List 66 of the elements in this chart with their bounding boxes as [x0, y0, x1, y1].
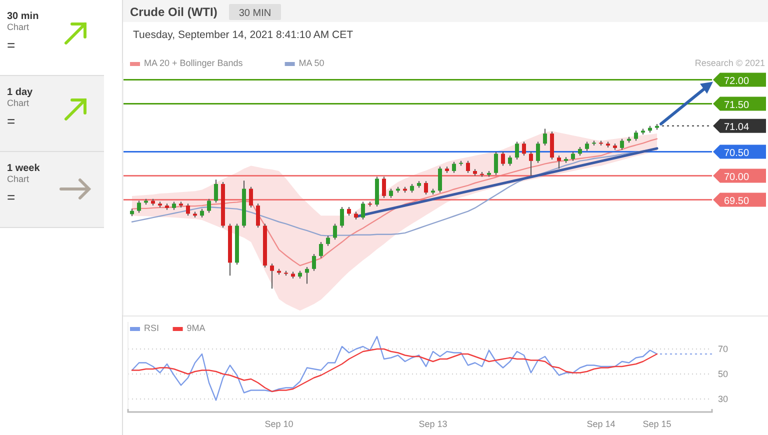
- text: 30 MIN: [238, 8, 272, 19]
- x-tick-label: Sep 15: [642, 419, 672, 429]
- candlestick: [494, 151, 498, 176]
- candlestick: [557, 155, 561, 170]
- legend-label: MA 20 + Bollinger Bands: [144, 58, 244, 68]
- candlestick: [312, 254, 316, 272]
- candlestick: [319, 242, 323, 258]
- y-tick-label: 50: [718, 369, 728, 379]
- text: Research © 2021: [694, 58, 765, 68]
- candlestick: [186, 203, 190, 216]
- text: =: [7, 189, 16, 205]
- candlestick: [522, 141, 526, 156]
- candlestick: [424, 180, 428, 196]
- candlestick: [361, 201, 365, 220]
- legend-label: RSI: [144, 323, 160, 333]
- candlestick: [501, 151, 505, 166]
- y-tick-label: 71.04: [724, 122, 750, 133]
- candlestick: [333, 223, 337, 240]
- candlestick: [543, 128, 547, 146]
- line-series: [131, 336, 658, 401]
- text: 1 week: [7, 163, 40, 174]
- text: Chart: [7, 174, 30, 184]
- text: 30 min: [7, 11, 39, 22]
- candlestick: [529, 151, 533, 176]
- candlestick: [389, 188, 393, 198]
- text: =: [7, 113, 16, 129]
- y-tick-label: 69.50: [724, 196, 750, 207]
- x-tick-label: Sep 10: [264, 419, 294, 429]
- text: Chart: [7, 22, 30, 32]
- candlestick: [326, 235, 330, 246]
- candlestick: [550, 131, 554, 160]
- y-tick-label: 72.00: [724, 76, 750, 87]
- candlestick: [515, 141, 519, 160]
- candlestick: [214, 179, 218, 204]
- legend-label: MA 50: [298, 58, 324, 68]
- candlestick: [571, 151, 575, 162]
- candlestick: [620, 138, 624, 150]
- y-tick-label: 70: [718, 344, 728, 354]
- y-tick-label: 71.50: [724, 100, 750, 111]
- candlestick: [249, 186, 253, 208]
- candlestick: [634, 130, 638, 142]
- text: 1 day: [7, 87, 34, 98]
- y-tick-label: 70.50: [724, 148, 750, 159]
- candlestick: [536, 141, 540, 164]
- chart-subtitle: Tuesday, September 14, 2021 8:41:10 AM CET: [133, 29, 354, 41]
- candlestick: [270, 263, 274, 290]
- candlestick: [382, 176, 386, 198]
- text: Chart: [7, 98, 30, 108]
- legend-label: 9MA: [186, 323, 206, 333]
- chart-title: Crude Oil (WTI): [130, 5, 218, 19]
- candlestick: [508, 155, 512, 166]
- x-tick-label: Sep 13: [418, 419, 448, 429]
- y-tick-label: 30: [718, 394, 728, 404]
- line-series: [131, 348, 658, 392]
- candlestick: [438, 166, 442, 194]
- y-tick-label: 70.00: [724, 172, 750, 183]
- x-tick-label: Sep 14: [586, 419, 616, 429]
- candlestick: [256, 203, 260, 228]
- candlestick: [207, 198, 211, 214]
- candlestick: [466, 160, 470, 174]
- candlestick: [340, 206, 344, 228]
- candlestick: [137, 200, 141, 214]
- text: =: [7, 37, 16, 53]
- candlestick: [452, 161, 456, 174]
- candlestick: [585, 141, 589, 152]
- candlestick: [305, 266, 309, 284]
